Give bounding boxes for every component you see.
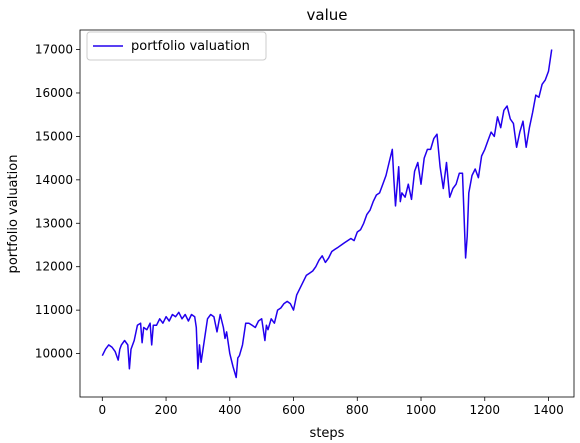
x-tick-label: 1200 <box>469 403 500 417</box>
y-tick-label: 11000 <box>35 303 73 317</box>
x-tick-label: 1400 <box>533 403 564 417</box>
x-tick-label: 600 <box>282 403 305 417</box>
legend: portfolio valuation <box>86 31 267 61</box>
y-tick-label: 15000 <box>35 129 73 143</box>
x-tick-label: 1000 <box>406 403 437 417</box>
plot-frame <box>79 29 575 398</box>
x-axis-label: steps <box>310 426 345 441</box>
x-tick-label: 800 <box>346 403 369 417</box>
legend-label: portfolio valuation <box>131 39 250 54</box>
y-tick-label: 12000 <box>35 260 73 274</box>
y-tick-label: 13000 <box>35 216 73 230</box>
y-axis-label: portfolio valuation <box>6 155 21 274</box>
series-line-0 <box>101 49 553 379</box>
y-tick-label: 16000 <box>35 86 73 100</box>
plot-area: 0 200 400 600 800 1000 1200 1400 10000 11000 12000… <box>35 29 575 417</box>
chart-title: value <box>307 6 348 24</box>
x-tick-label: 200 <box>155 403 178 417</box>
x-tick-label: 400 <box>218 403 241 417</box>
x-tick-label: 0 <box>98 403 106 417</box>
y-tick-label: 17000 <box>35 43 73 57</box>
y-tick-label: 14000 <box>35 173 73 187</box>
legend-box <box>86 31 267 61</box>
y-tick-label: 10000 <box>35 347 73 361</box>
